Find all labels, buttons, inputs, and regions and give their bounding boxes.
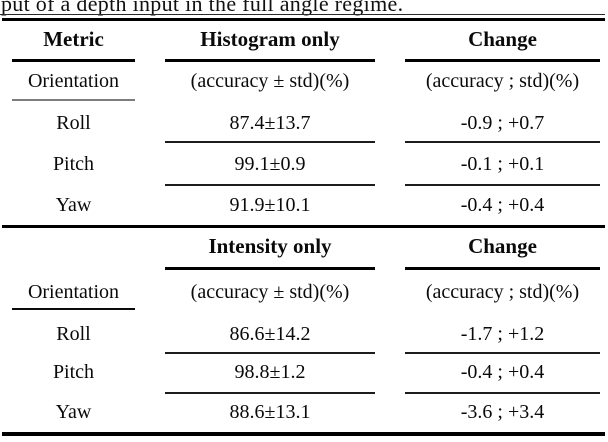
section2-header-row: Intensity only Change (0, 233, 608, 259)
section2-pitch-change: -0.4 ; +0.4 (460, 360, 545, 383)
section1-header-row: Metric Histogram only Change (0, 26, 608, 52)
section2-col-header-intensity-only: Intensity only (208, 233, 332, 258)
section1-subheader-accuracy-std: (accuracy ± std)(%) (190, 69, 350, 92)
row-separator (405, 352, 600, 354)
row-separator (405, 184, 600, 186)
section2-cmidrule-col3 (405, 267, 600, 270)
section1-pitch-label: Pitch (52, 152, 95, 175)
row-separator (405, 141, 600, 143)
section2-yaw-change: -3.6 ; +3.4 (460, 400, 545, 423)
section1-cmidrule-col1 (12, 59, 135, 62)
table-row: Roll 86.6±14.2 -1.7 ; +1.2 (0, 321, 608, 347)
mid-rule (2, 225, 605, 228)
table-row: Roll 87.4±13.7 -0.9 ; +0.7 (0, 110, 608, 136)
section1-yaw-label: Yaw (55, 193, 92, 216)
section1-cmidrule-col2 (165, 59, 375, 62)
section2-col-header-empty (12, 233, 135, 259)
table-row: Yaw 91.9±10.1 -0.4 ; +0.4 (0, 192, 608, 218)
section2-orientation-underline (12, 308, 135, 310)
section1-pitch-value: 99.1±0.9 (234, 152, 306, 175)
section1-roll-label: Roll (56, 111, 91, 134)
section1-orientation-underline (12, 99, 135, 101)
top-rule (2, 18, 605, 21)
section2-yaw-label: Yaw (55, 400, 92, 423)
section1-cmidrule-col3 (405, 59, 600, 62)
section2-subheader-row: Orientation (accuracy ± std)(%) (accurac… (0, 279, 608, 305)
section2-yaw-value: 88.6±13.1 (229, 400, 311, 423)
section1-roll-value: 87.4±13.7 (229, 111, 311, 134)
row-separator (165, 352, 375, 354)
section2-roll-change: -1.7 ; +1.2 (460, 322, 545, 345)
row-separator (165, 392, 375, 394)
section1-subheader-accuracy-std-change: (accuracy ; std)(%) (425, 69, 580, 92)
row-separator (165, 184, 375, 186)
section1-col-header-change: Change (468, 26, 537, 51)
section2-roll-label: Roll (56, 322, 91, 345)
section1-pitch-change: -0.1 ; +0.1 (460, 152, 545, 175)
table-row: Pitch 99.1±0.9 -0.1 ; +0.1 (0, 151, 608, 177)
section2-subheader-accuracy-std-change: (accuracy ; std)(%) (425, 280, 580, 303)
section1-subheader-row: Orientation (accuracy ± std)(%) (accurac… (0, 68, 608, 94)
bottom-rule (2, 432, 605, 436)
section2-pitch-label: Pitch (52, 360, 95, 383)
section1-col-header-metric: Metric (43, 26, 104, 51)
section1-subheader-orientation: Orientation (27, 69, 120, 92)
section1-col-header-histogram-only: Histogram only (200, 26, 340, 51)
section2-col-header-change: Change (468, 233, 537, 258)
section2-roll-value: 86.6±14.2 (229, 322, 311, 345)
section2-subheader-orientation: Orientation (27, 280, 120, 303)
row-separator (405, 392, 600, 394)
section1-yaw-value: 91.9±10.1 (229, 193, 311, 216)
section1-roll-change: -0.9 ; +0.7 (460, 111, 545, 134)
table-row: Pitch 98.8±1.2 -0.4 ; +0.4 (0, 359, 608, 385)
section1-yaw-change: -0.4 ; +0.4 (460, 193, 545, 216)
caption-baseline-rule (0, 14, 605, 16)
section2-cmidrule-col2 (165, 267, 375, 270)
section2-pitch-value: 98.8±1.2 (234, 360, 306, 383)
section2-subheader-accuracy-std: (accuracy ± std)(%) (190, 280, 350, 303)
table-caption: put of a depth input in the full angle r… (1, 0, 404, 16)
table-row: Yaw 88.6±13.1 -3.6 ; +3.4 (0, 399, 608, 425)
row-separator (165, 141, 375, 143)
